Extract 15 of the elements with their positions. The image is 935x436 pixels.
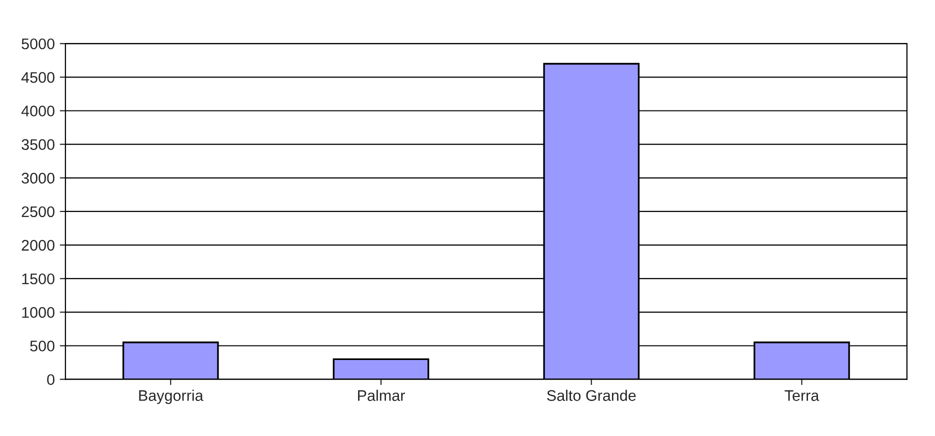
y-tick-label: 1000 (22, 307, 54, 318)
y-tick-label: 4500 (21, 72, 54, 83)
y-tick-label: 0 (47, 374, 54, 386)
y-tick-label: 1500 (22, 273, 54, 284)
y-tick-label: 5000 (22, 38, 54, 50)
x-tick-label: Terra (784, 390, 820, 401)
y-tick-label: 500 (30, 340, 54, 352)
y-tick-label: 4000 (21, 106, 54, 116)
y-tick-label: 2500 (22, 206, 54, 218)
x-tick-label: Salto Grande (547, 390, 636, 401)
y-tick-label: 3500 (22, 139, 54, 150)
x-tick-label: Baygorria (139, 390, 204, 404)
y-tick-label: 3000 (22, 172, 54, 184)
y-tick-label: 2000 (22, 240, 54, 251)
x-tick-label: Palmar (358, 390, 405, 401)
